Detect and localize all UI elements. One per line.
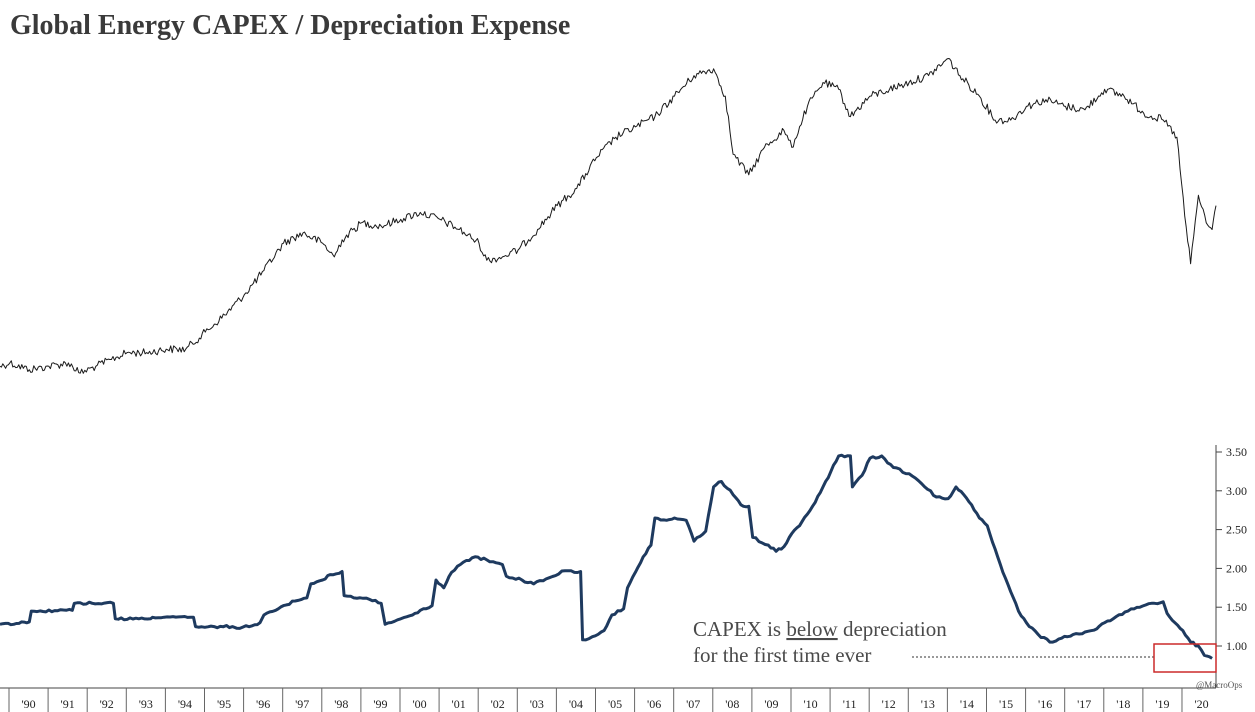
x-tick-label: '00: [412, 697, 426, 711]
x-tick-label: '91: [61, 697, 75, 711]
x-tick-label: '13: [921, 697, 935, 711]
x-tick-label: '03: [530, 697, 544, 711]
x-tick-label: '18: [1116, 697, 1130, 711]
x-tick-label: '02: [491, 697, 505, 711]
x-tick-label: '90: [21, 697, 35, 711]
x-tick-label: '11: [843, 697, 857, 711]
annotation-pre: CAPEX is: [693, 617, 786, 641]
x-tick-label: '10: [803, 697, 817, 711]
annotation-post: depreciation: [838, 617, 948, 641]
y-tick-label: 2.50: [1226, 523, 1247, 537]
y-tick-label: 3.00: [1226, 484, 1247, 498]
y-tick-label: 1.50: [1226, 600, 1247, 614]
annotation: CAPEX is below depreciation for the firs…: [693, 617, 1217, 673]
y-tick-label: 1.00: [1226, 639, 1247, 653]
x-axis-ticks: '90 '91 '92 '93 '94 '95 '96 '97 '98 '99 '00 '01 '02 '…: [8, 688, 1209, 712]
x-tick-label: '08: [725, 697, 739, 711]
annotation-line-2: for the first time ever: [693, 643, 871, 667]
x-tick-label: '99: [373, 697, 387, 711]
x-tick-label: '92: [100, 697, 114, 711]
energy-index-line: [0, 58, 1217, 374]
x-tick-label: '93: [139, 697, 153, 711]
x-tick-label: '01: [452, 697, 466, 711]
x-tick-label: '95: [217, 697, 231, 711]
annotation-highlight-box: [1153, 643, 1217, 673]
x-tick-label: '04: [569, 697, 583, 711]
y-tick-label: 2.00: [1226, 561, 1247, 575]
x-tick-label: '14: [960, 697, 974, 711]
x-tick-label: '19: [1155, 697, 1169, 711]
x-tick-label: '15: [999, 697, 1013, 711]
credit-label: @MacroOps: [1196, 680, 1243, 690]
x-tick-label: '12: [882, 697, 896, 711]
annotation-underlined: below: [786, 617, 838, 641]
annotation-line-1: CAPEX is below depreciation: [693, 617, 947, 641]
x-tick-label: '20: [1194, 697, 1208, 711]
x-tick-label: '07: [686, 697, 700, 711]
chart-title: Global Energy CAPEX / Depreciation Expen…: [10, 10, 570, 41]
x-tick-label: '97: [295, 697, 309, 711]
y-tick-label: 3.50: [1226, 445, 1247, 459]
x-tick-label: '94: [178, 697, 192, 711]
x-tick-label: '09: [764, 697, 778, 711]
x-tick-label: '96: [256, 697, 270, 711]
y-axis-ticks: 3.50 3.00 2.50 2.00 1.50 1.00: [1216, 445, 1247, 653]
x-tick-label: '06: [647, 697, 661, 711]
capex-depreciation-line: [0, 453, 1213, 660]
x-tick-label: '17: [1077, 697, 1091, 711]
x-tick-label: '05: [608, 697, 622, 711]
x-tick-label: '16: [1038, 697, 1052, 711]
x-tick-label: '98: [334, 697, 348, 711]
